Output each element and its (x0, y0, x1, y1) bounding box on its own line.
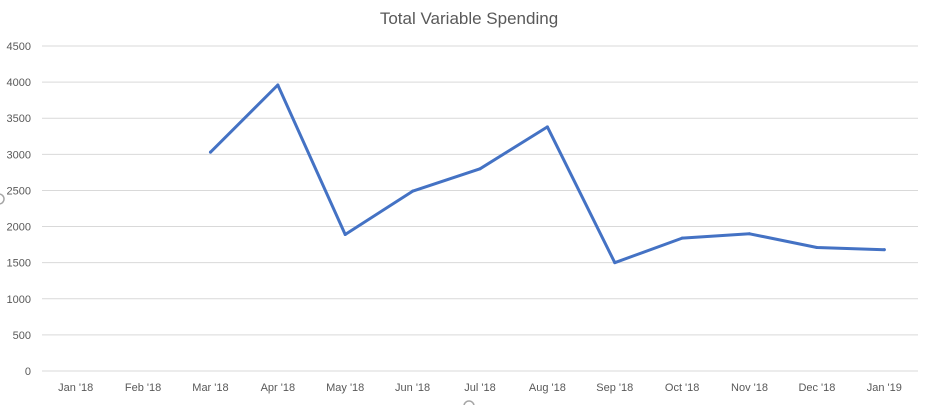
left-resize-handle[interactable] (0, 193, 5, 205)
data-point[interactable] (208, 150, 212, 154)
x-tick-label: Mar '18 (192, 382, 228, 394)
x-tick-label: Jul '18 (464, 382, 495, 394)
series-line[interactable] (209, 83, 886, 265)
data-point[interactable] (882, 248, 886, 252)
y-tick-label: 1500 (7, 258, 31, 270)
x-tick-label: Oct '18 (665, 382, 700, 394)
data-point[interactable] (478, 167, 482, 171)
data-point[interactable] (276, 83, 280, 87)
data-point[interactable] (343, 233, 347, 236)
y-tick-label: 0 (25, 366, 31, 378)
y-tick-label: 3500 (7, 113, 31, 125)
x-axis-ticks: Jan '18 Feb '18 Mar '18 Apr '18 May '18 Jun '… (58, 382, 902, 394)
y-tick-label: 2000 (7, 222, 31, 234)
y-axis-ticks: 0 500 1000 1500 2000 2500 3000 3500 4000 4500 (7, 41, 31, 378)
x-tick-label: May '18 (326, 382, 364, 394)
x-tick-label: Aug '18 (529, 382, 566, 394)
y-tick-label: 3000 (7, 149, 31, 161)
x-tick-label: Sep '18 (596, 382, 633, 394)
bottom-resize-handle[interactable] (463, 400, 475, 405)
x-tick-label: Feb '18 (125, 382, 161, 394)
x-tick-label: Jan '19 (867, 382, 902, 394)
x-tick-label: Jan '18 (58, 382, 93, 394)
data-point[interactable] (613, 261, 617, 265)
y-tick-label: 1000 (7, 294, 31, 306)
y-tick-label: 500 (13, 330, 31, 342)
data-point[interactable] (748, 232, 752, 236)
gridlines (42, 45, 918, 372)
x-tick-label: Jun '18 (395, 382, 430, 394)
data-point[interactable] (545, 125, 549, 129)
series-layer (208, 83, 886, 265)
chart-title: Total Variable Spending (380, 9, 558, 28)
y-tick-label: 4500 (7, 41, 31, 53)
data-point[interactable] (680, 236, 684, 240)
y-tick-label: 4000 (7, 77, 31, 89)
y-tick-label: 2500 (7, 185, 31, 197)
data-point[interactable] (411, 189, 415, 193)
x-tick-label: Nov '18 (731, 382, 768, 394)
data-point[interactable] (815, 246, 819, 249)
x-tick-label: Apr '18 (261, 382, 296, 394)
x-tick-label: Dec '18 (798, 382, 835, 394)
